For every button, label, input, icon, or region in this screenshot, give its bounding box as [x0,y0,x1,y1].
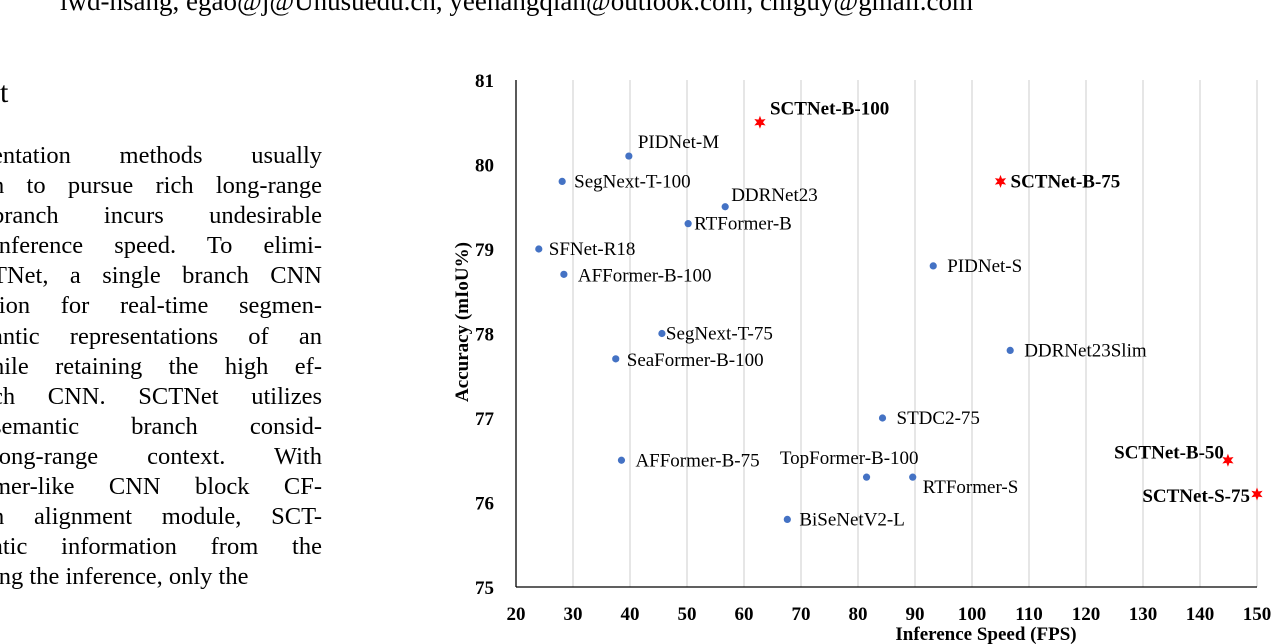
abstract-line: semantic branch consid- [0,412,322,440]
data-label: AFFormer-B-75 [635,450,759,471]
point-marker [560,270,568,278]
data-label: SeaFormer-B-100 [627,350,764,371]
point-marker [929,262,937,270]
point-marker [617,456,626,464]
point-marker [658,329,666,338]
abstract-line: entation methods usually [0,142,322,169]
point-marker [535,245,543,253]
star-marker [994,174,1007,188]
point-marker [909,473,917,481]
x-tick-label: 130 [1129,604,1158,625]
abstract-line: atic information from the [0,533,322,561]
data-label: RTFormer-B [694,214,792,235]
data-label: TopFormer-B-100 [780,448,919,469]
abstract-line: n to pursue rich long-range [0,172,322,200]
x-axis-title: Inference Speed (FPS) [895,624,1076,644]
x-tick-label: 80 [849,604,868,625]
x-tick-label: 100 [958,604,987,625]
x-tick-label: 70 [792,604,811,625]
x-tick-label: 20 [507,604,526,625]
point-marker [862,473,871,481]
x-tick-label: 40 [621,604,640,625]
data-label: SegNext-T-100 [574,171,690,192]
abstract-line: ch CNN. SCTNet utilizes [0,382,322,410]
point-marker [684,220,692,228]
abstract-line: TNet, a single branch CNN [0,262,322,290]
data-label: PIDNet-S [947,256,1022,277]
x-tick-label: 140 [1186,604,1215,625]
x-tick-label: 60 [735,604,754,625]
data-label: BiSeNetV2-L [799,509,905,530]
data-label: DDRNet23Slim [1024,340,1147,361]
data-label: SFNet-R18 [549,239,636,260]
y-tick-label: 76 [475,494,494,515]
author-emails: lwd-hsang, egao@j@Unusuedu.cn, yeehangqi… [60,0,974,16]
abstract-line: branch incurs undesirable [0,202,322,230]
y-tick-label: 80 [475,156,494,177]
y-axis-title: Accuracy (mIoU%) [452,242,473,402]
data-label: STDC2-75 [897,408,980,429]
x-tick-label: 120 [1072,604,1101,625]
y-tick-label: 81 [475,71,494,92]
abstract-line: mer-like CNN block CF- [0,473,322,501]
point-marker [625,152,633,160]
data-label: DDRNet23 [731,185,818,206]
abstract-line: n alignment module, SCT- [0,503,322,531]
data-label: PIDNet-M [638,132,719,153]
point-marker [783,515,791,523]
tick-labels: 20 30 40 50 60 70 80 90 100 110 120 130 140 150 75 76 77… [475,71,1271,625]
point-marker [612,355,620,363]
point-marker [1006,346,1014,354]
abstract-line: long-range context. With [0,442,322,470]
grid [572,80,1258,587]
x-tick-label: 90 [906,604,925,625]
abstract-text: entation methods usually n to pursue ric… [0,141,322,592]
data-label: SCTNet-B-75 [1011,171,1121,192]
section-heading: t [0,76,9,109]
data-label: RTFormer-S [923,477,1019,498]
y-tick-label: 79 [475,240,494,261]
y-tick-label: 78 [475,325,494,346]
x-tick-label: 110 [1015,604,1042,625]
data-points: PIDNet-M SegNext-T-100 DDRNet23 RTFormer-B S… [535,98,1263,530]
x-tick-label: 30 [564,604,583,625]
star-marker [1222,453,1234,467]
y-tick-label: 77 [475,409,495,430]
abstract-line: inference speed. To elimi- [0,232,322,260]
star-marker [754,115,766,129]
data-label: SCTNet-B-100 [770,98,889,119]
x-tick-label: 150 [1243,604,1272,625]
axes [515,80,1257,588]
point-marker [721,203,729,211]
data-label: SCTNet-S-75 [1142,486,1250,507]
data-label: SCTNet-B-50 [1114,442,1224,463]
abstract-line: hile retaining the high ef- [0,352,322,380]
abstract-line: ing the inference, only the [0,563,249,591]
abstract-line: tion for real-time segmen- [0,292,322,320]
data-label: AFFormer-B-100 [578,265,712,286]
point-marker [878,414,887,422]
point-marker [558,177,566,185]
fps-accuracy-scatter-chart: 20 30 40 50 60 70 80 90 100 110 120 130 140 150 75 76 77… [452,71,1271,644]
star-marker [1251,487,1263,501]
x-tick-label: 50 [678,604,697,625]
abstract-line: antic representations of an [0,322,322,350]
y-tick-label: 75 [475,578,494,599]
data-label: SegNext-T-75 [666,324,773,345]
